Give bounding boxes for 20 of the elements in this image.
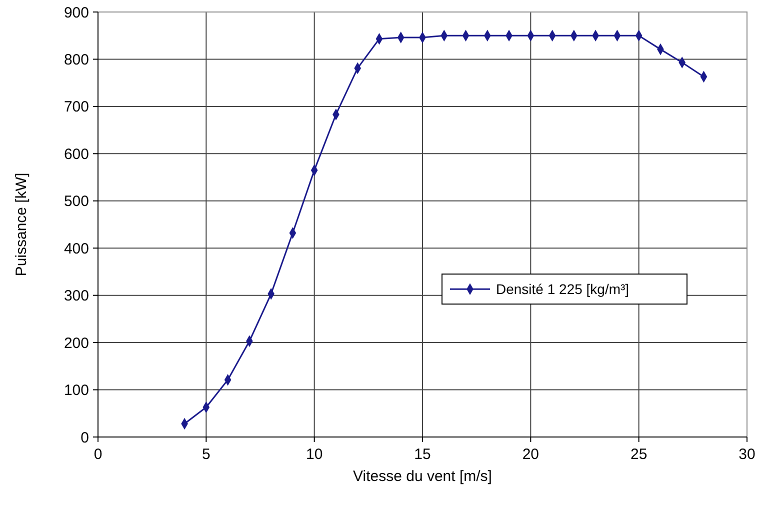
y-tick-label: 100 <box>64 382 89 400</box>
y-tick-label: 300 <box>64 288 89 305</box>
y-tick-label: 800 <box>64 51 89 68</box>
y-tick-label: 500 <box>64 193 89 210</box>
y-axis-title: Puissance [kW] <box>13 172 30 276</box>
x-axis-title: Vitesse du vent [m/s] <box>353 468 492 485</box>
legend-label: Densité 1 225 [kg/m³] <box>496 280 630 297</box>
y-tick-label: 400 <box>64 240 89 258</box>
x-tick-label: 25 <box>630 446 648 463</box>
x-tick-label: 10 <box>306 446 323 463</box>
x-tick-label: 20 <box>522 446 540 463</box>
x-tick-label: 0 <box>94 446 102 463</box>
y-tick-label: 0 <box>80 429 89 446</box>
y-tick-label: 200 <box>64 334 89 352</box>
x-tick-label: 5 <box>202 446 210 463</box>
y-tick-label: 600 <box>64 146 89 163</box>
y-tick-label: 700 <box>64 98 89 116</box>
x-tick-label: 15 <box>414 446 431 463</box>
y-tick-label: 900 <box>64 4 89 22</box>
x-tick-label: 30 <box>738 446 756 463</box>
